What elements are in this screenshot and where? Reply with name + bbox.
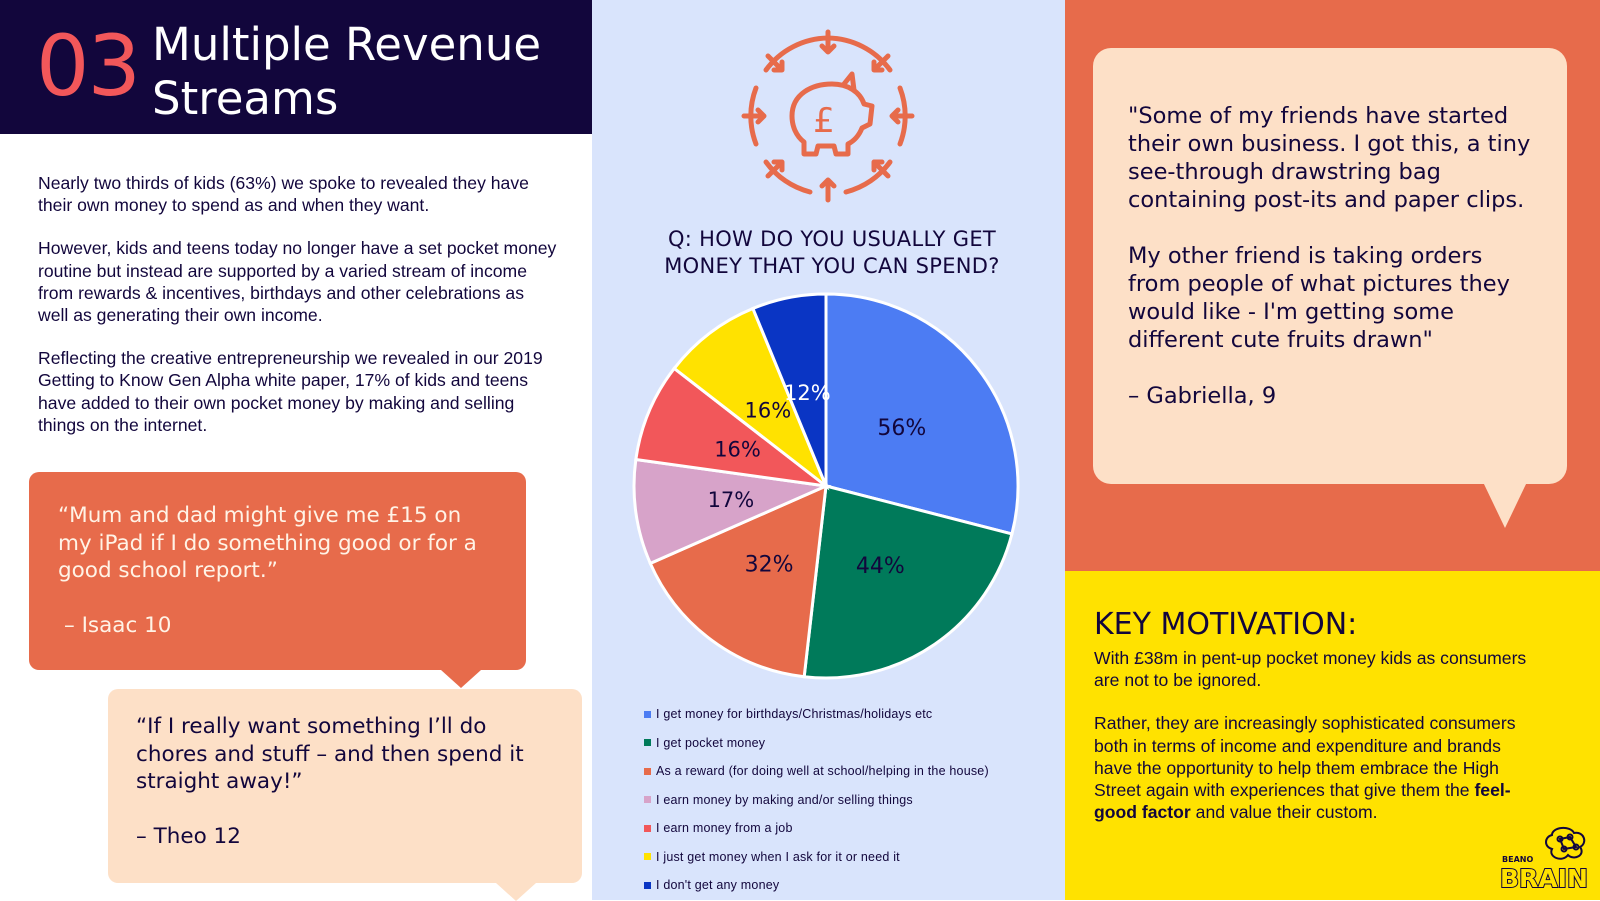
pie-slice-3	[648, 483, 828, 679]
quote-paragraph-1: "Some of my friends have started their o…	[1128, 103, 1531, 213]
pie-data-label-6: 16%	[744, 399, 791, 423]
page-title: Multiple Revenue Streams	[152, 18, 572, 126]
legend-item-3: As a reward (for doing well at school/he…	[644, 757, 1064, 786]
pound-symbol: £	[813, 101, 835, 141]
intro-paragraph-3: Reflecting the creative entrepreneurship…	[38, 348, 543, 435]
page-title-line-1: Multiple Revenue	[152, 18, 542, 71]
pie-data-label-7: 12%	[784, 381, 831, 405]
legend-swatch	[644, 739, 651, 747]
quote-paragraph-2: My other friend is taking orders from pe…	[1128, 243, 1510, 353]
quote-author: – Isaac 10	[64, 612, 172, 638]
left-panel: 03 Multiple Revenue Streams Nearly two t…	[0, 0, 592, 901]
speech-tail	[441, 670, 481, 688]
key-text-after: and value their custom.	[1190, 802, 1378, 823]
legend-item-2: I get pocket money	[644, 729, 1064, 758]
title-bar: 03 Multiple Revenue Streams	[0, 0, 592, 134]
quote-bubble-isaac: “Mum and dad might give me £15 on my iPa…	[29, 472, 526, 688]
legend-item-4: I earn money by making and/or selling th…	[644, 786, 1064, 815]
pie-data-label-5: 16%	[714, 438, 761, 462]
legend-label: I earn money by making and/or selling th…	[656, 792, 913, 807]
quote-card-gabriella: "Some of my friends have started their o…	[1093, 48, 1567, 528]
key-paragraph-2: Rather, they are increasingly sophistica…	[1094, 712, 1534, 823]
beano-brain-logo: BEANO BRAIN	[1499, 825, 1590, 894]
legend-swatch	[644, 796, 651, 804]
page-title-line-2: Streams	[152, 72, 339, 125]
legend-item-6: I just get money when I ask for it or ne…	[644, 843, 1064, 872]
quote-author: – Gabriella, 9	[1128, 383, 1277, 409]
pie-slice-5	[634, 366, 832, 489]
legend-label: I get pocket money	[656, 735, 766, 750]
key-text-bold: feel-good factor	[1094, 780, 1511, 823]
legend-item-1: I get money for birthdays/Christmas/holi…	[644, 700, 1064, 729]
logo-line-2: BRAIN	[1500, 864, 1588, 891]
intro-paragraph-1: Nearly two thirds of kids (63%) we spoke…	[38, 173, 529, 216]
speech-tail	[496, 883, 536, 901]
logo-line-1: BEANO	[1502, 855, 1533, 864]
speech-tail	[1483, 482, 1527, 528]
intro-paragraph-2: However, kids and teens today no longer …	[38, 238, 557, 326]
key-motivation-text: With £38m in pent-up pocket money kids a…	[1094, 647, 1534, 844]
quote-panel: "Some of my friends have started their o…	[1065, 0, 1600, 571]
quote-bubble-theo: “If I really want something I’ll do chor…	[108, 689, 582, 901]
pie-slice-7	[750, 292, 828, 487]
legend-swatch	[644, 767, 651, 775]
legend-label: I don't get any money	[656, 878, 780, 893]
key-text-before: Rather, they are increasingly sophistica…	[1094, 713, 1516, 801]
legend-item-7: I don't get any money	[644, 871, 1064, 900]
key-paragraph-1: With £38m in pent-up pocket money kids a…	[1094, 648, 1527, 691]
quote-author: – Theo 12	[136, 823, 241, 849]
pie-chart: 56%44%32%17%16%16%12%	[632, 292, 1020, 680]
legend-item-5: I earn money from a job	[644, 814, 1064, 843]
pie-data-label-3: 32%	[745, 552, 794, 577]
legend-swatch	[644, 710, 651, 718]
quote-text: “If I really want something I’ll do chor…	[136, 714, 524, 794]
intro-text: Nearly two thirds of kids (63%) we spoke…	[38, 172, 558, 457]
pie-data-label-4: 17%	[708, 488, 755, 512]
section-number: 03	[36, 17, 141, 115]
pie-slice-4	[632, 457, 832, 566]
legend-swatch	[644, 824, 651, 832]
legend-swatch	[644, 881, 651, 889]
chart-title: Q: HOW DO YOU USUALLY GET MONEY THAT YOU…	[664, 227, 1000, 278]
pie-slice-2	[802, 484, 1014, 680]
key-motivation-title: KEY MOTIVATION:	[1094, 607, 1358, 642]
legend-label: I get money for birthdays/Christmas/holi…	[656, 707, 933, 722]
pie-slice-1	[824, 292, 1020, 536]
chart-panel: £ Q: HOW DO YOU USUALLY GET MONEY THAT Y…	[592, 0, 1065, 900]
legend-label: As a reward (for doing well at school/he…	[656, 764, 989, 779]
legend-label: I earn money from a job	[656, 821, 793, 836]
pie-slice-6	[672, 306, 830, 491]
quote-text: “Mum and dad might give me £15 on my iPa…	[58, 503, 477, 583]
legend-label: I just get money when I ask for it or ne…	[656, 849, 900, 864]
pie-data-label-1: 56%	[877, 416, 926, 441]
key-motivation-panel: KEY MOTIVATION: With £38m in pent-up poc…	[1065, 571, 1600, 900]
legend-swatch	[644, 853, 651, 861]
piggy-bank-icon: £	[740, 28, 916, 204]
chart-legend: I get money for birthdays/Christmas/holi…	[644, 700, 1064, 900]
pie-data-label-2: 44%	[856, 554, 905, 579]
